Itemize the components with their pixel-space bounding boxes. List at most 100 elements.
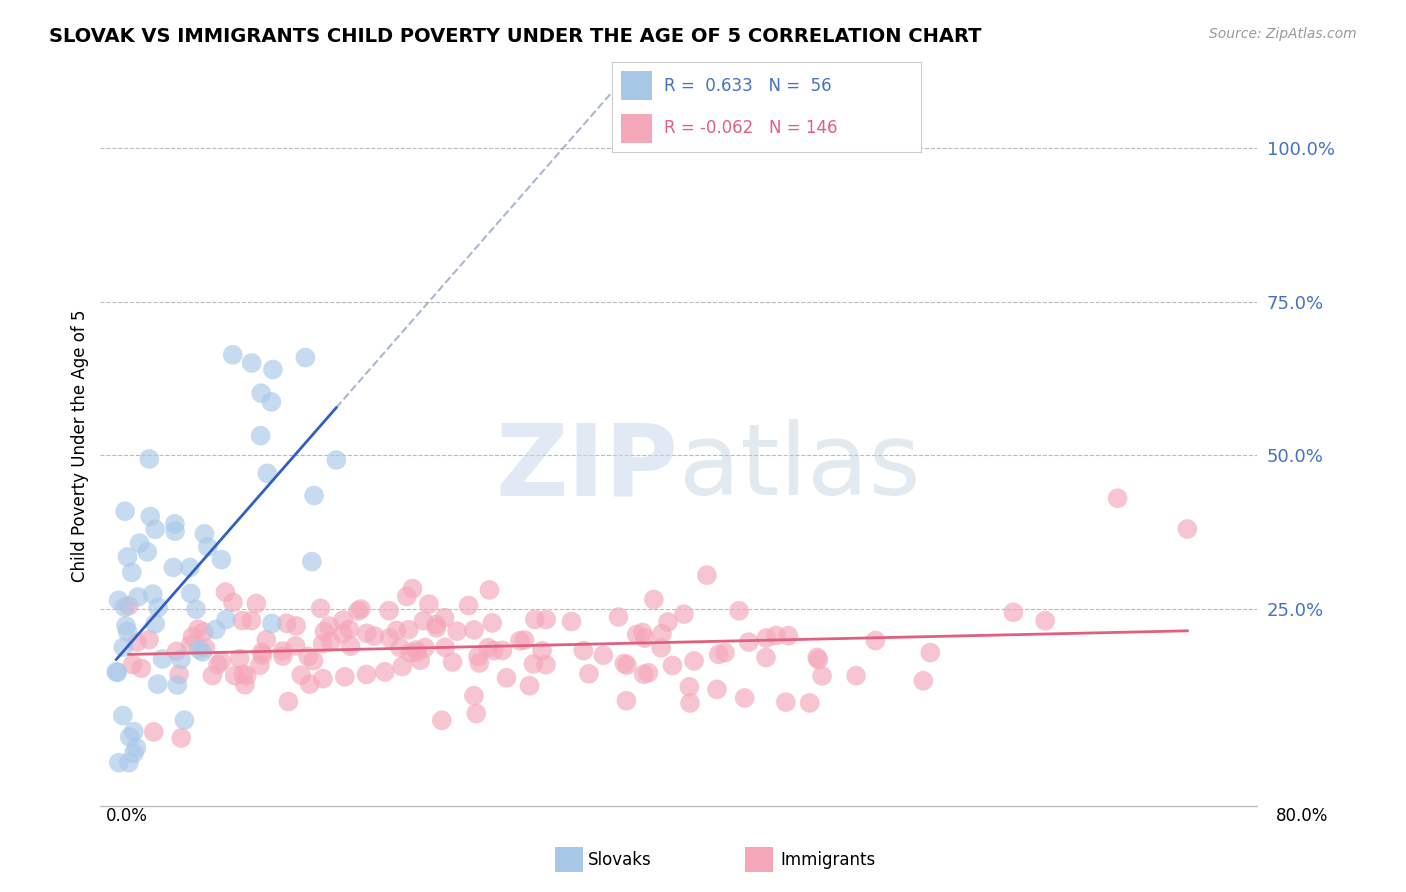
Point [224,669,246,683]
Point [318,619,340,633]
Point [650,640,672,655]
Point [105,665,128,679]
Point [170,652,193,666]
Point [482,643,505,657]
Point [325,453,347,467]
Point [425,617,447,632]
Point [441,655,464,669]
Point [399,646,422,660]
Point [523,612,546,626]
Point [181,630,204,644]
Point [592,648,614,663]
Point [755,631,778,645]
Point [413,640,436,655]
Point [209,655,232,669]
Point [672,607,695,621]
Point [468,656,491,670]
Point [633,667,655,681]
Point [115,619,138,633]
Text: Immigrants: Immigrants [780,851,876,869]
Point [249,658,271,673]
Point [142,724,165,739]
Point [193,625,215,640]
Point [179,560,201,574]
Point [271,644,294,658]
Point [534,657,557,672]
Point [139,509,162,524]
Point [250,645,273,659]
Point [534,612,557,626]
Point [1107,491,1129,506]
Point [333,670,356,684]
Point [163,516,186,531]
Point [194,640,217,655]
Point [222,595,245,609]
Bar [621,71,652,100]
Point [117,549,139,564]
Point [166,644,188,658]
Point [374,665,396,679]
Point [187,622,209,636]
Point [481,615,503,630]
Point [457,599,479,613]
Point [180,586,202,600]
Point [522,657,544,671]
Point [121,566,143,580]
Point [683,654,706,668]
Point [634,631,657,645]
Point [107,593,129,607]
Point [309,601,332,615]
Text: SLOVAK VS IMMIGRANTS CHILD POVERTY UNDER THE AGE OF 5 CORRELATION CHART: SLOVAK VS IMMIGRANTS CHILD POVERTY UNDER… [49,27,981,45]
Point [463,689,485,703]
Text: Source: ZipAtlas.com: Source: ZipAtlas.com [1209,27,1357,41]
Point [297,649,319,664]
Point [118,730,141,744]
Text: R =  0.633   N =  56: R = 0.633 N = 56 [664,77,832,95]
Point [478,582,501,597]
Point [389,640,412,655]
Point [142,587,165,601]
Point [197,540,219,554]
Point [378,631,401,645]
Point [260,395,283,409]
Point [775,695,797,709]
Point [121,657,143,672]
Point [418,597,440,611]
Point [125,635,148,649]
Point [187,642,209,657]
Point [434,640,457,655]
Point [235,669,257,683]
Point [131,661,153,675]
Text: atlas: atlas [679,419,921,516]
Point [679,696,702,710]
Point [260,616,283,631]
Point [193,526,215,541]
Point [136,545,159,559]
Point [314,624,336,639]
Point [714,646,737,660]
Point [233,678,256,692]
Point [146,600,169,615]
Point [312,637,335,651]
Point [118,756,141,770]
Point [290,668,312,682]
Text: R = -0.062   N = 146: R = -0.062 N = 146 [664,120,838,137]
Point [406,646,429,660]
Point [173,713,195,727]
Point [350,602,373,616]
Text: 80.0%: 80.0% [1277,807,1329,825]
Point [240,614,263,628]
Point [637,665,659,680]
Point [734,690,756,705]
Point [811,669,834,683]
Point [651,626,673,640]
Point [495,671,517,685]
Point [616,694,638,708]
Point [463,623,485,637]
Point [152,652,174,666]
Point [337,623,360,637]
Point [107,756,129,770]
Point [806,650,828,665]
Point [519,679,541,693]
Point [125,740,148,755]
